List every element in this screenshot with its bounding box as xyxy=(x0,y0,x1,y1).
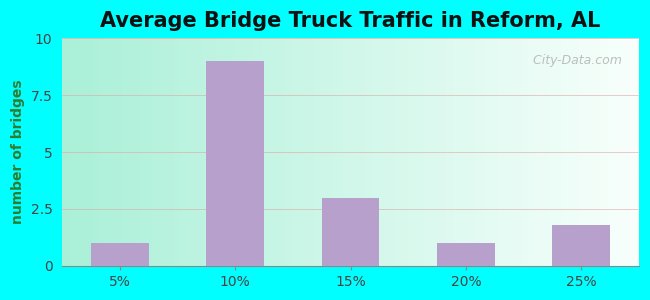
Bar xyxy=(91,243,149,266)
Bar xyxy=(322,198,380,266)
Title: Average Bridge Truck Traffic in Reform, AL: Average Bridge Truck Traffic in Reform, … xyxy=(100,11,601,31)
Y-axis label: number of bridges: number of bridges xyxy=(11,80,25,224)
Bar xyxy=(437,243,495,266)
Bar xyxy=(552,225,610,266)
Bar xyxy=(207,61,264,266)
Text: City-Data.com: City-Data.com xyxy=(525,54,621,67)
